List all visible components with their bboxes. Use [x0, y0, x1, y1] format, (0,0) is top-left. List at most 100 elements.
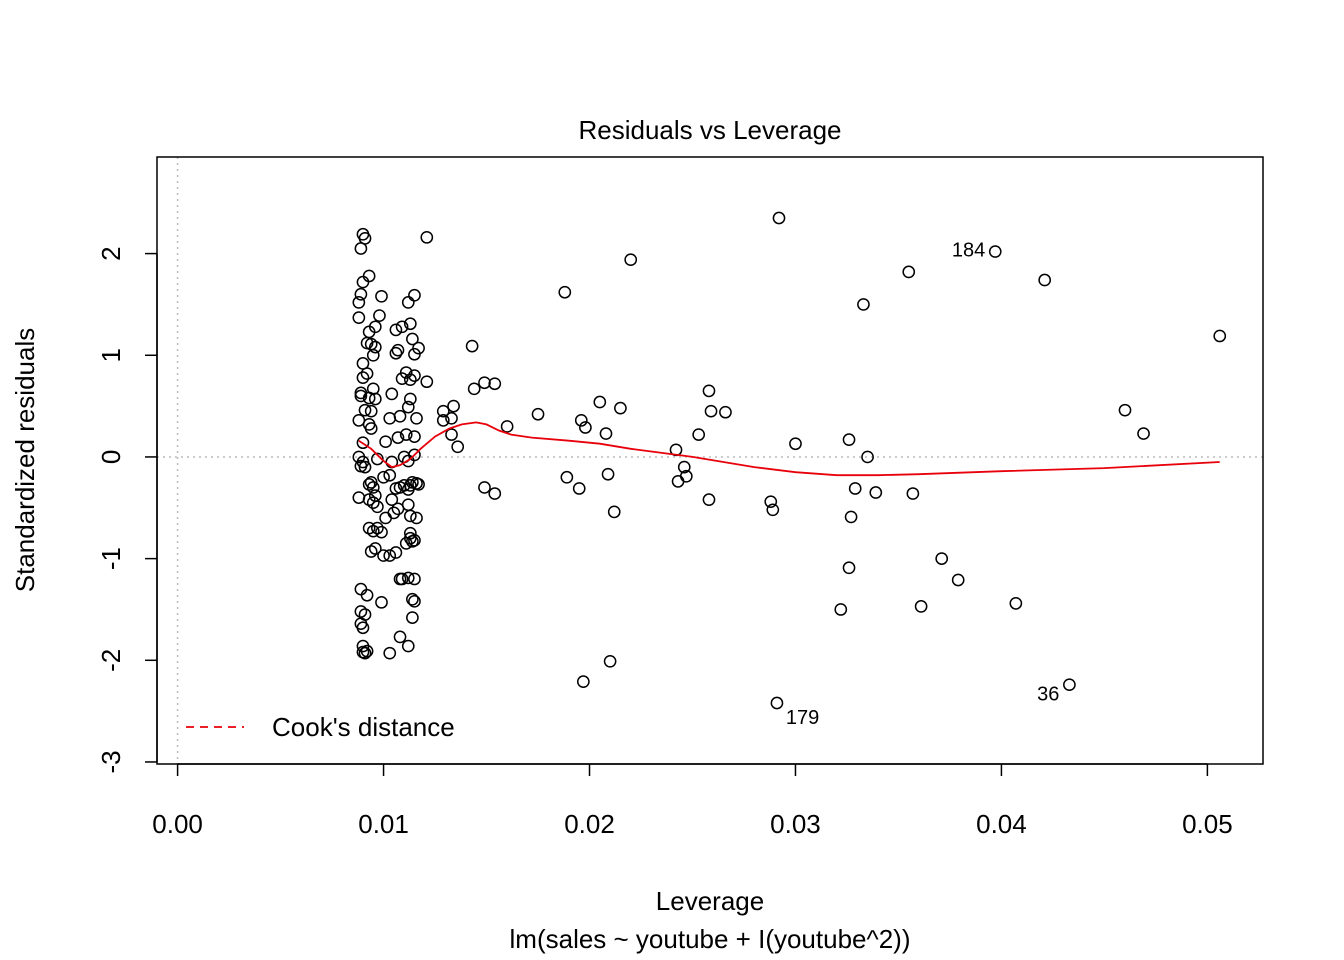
- point-label: 184: [952, 240, 985, 262]
- y-axis-label: Standardized residuals: [10, 328, 40, 593]
- data-point: [356, 436, 370, 450]
- data-point: [379, 435, 392, 449]
- data-point: [408, 572, 421, 586]
- loess-smooth-line: [358, 421, 1220, 477]
- data-point: [360, 367, 374, 380]
- data-point: [401, 296, 415, 309]
- data-point: [375, 289, 388, 303]
- data-point: [391, 431, 405, 444]
- data-point: [375, 525, 388, 539]
- data-point: [574, 413, 588, 427]
- data-point: [354, 605, 368, 618]
- data-point: [488, 377, 502, 391]
- data-point: [842, 561, 856, 575]
- x-tick-label: 0.03: [770, 809, 821, 839]
- data-point: [377, 549, 390, 562]
- point-labels: 184 179 36: [786, 240, 1059, 729]
- data-point: [607, 505, 621, 519]
- data-point: [358, 403, 372, 417]
- data-point: [403, 392, 417, 406]
- data-point: [593, 395, 607, 409]
- data-point: [403, 526, 417, 540]
- data-point: [397, 479, 411, 492]
- data-point: [772, 211, 786, 225]
- data-point: [391, 343, 405, 357]
- data-point: [1213, 329, 1227, 343]
- data-points: [352, 211, 1227, 710]
- data-point: [383, 646, 397, 660]
- data-point: [410, 511, 423, 525]
- data-point: [764, 495, 778, 509]
- data-point: [401, 571, 415, 585]
- data-point: [368, 542, 382, 555]
- data-point: [354, 287, 368, 301]
- x-tick-label: 0.01: [358, 809, 409, 839]
- data-point: [389, 346, 403, 360]
- legend: Cook's distance: [186, 712, 455, 742]
- data-point: [366, 496, 380, 510]
- data-point: [408, 369, 421, 382]
- data-point: [770, 696, 784, 710]
- data-point: [371, 500, 384, 514]
- data-point: [399, 366, 413, 379]
- x-axis: 0.00 0.01 0.02 0.03 0.04 0.05: [152, 763, 1233, 839]
- data-point: [1038, 273, 1052, 287]
- data-point: [844, 510, 858, 524]
- data-point: [488, 487, 502, 500]
- data-point: [406, 611, 419, 624]
- data-point: [403, 509, 417, 523]
- y-axis: -3 -2 -1 0 1 2: [96, 246, 158, 774]
- data-point: [478, 481, 491, 494]
- data-point: [362, 493, 376, 506]
- data-point: [362, 391, 376, 405]
- data-point: [358, 460, 372, 474]
- y-tick-label: -2: [96, 649, 126, 672]
- data-point: [445, 411, 458, 425]
- data-point: [704, 404, 718, 418]
- data-point: [393, 409, 407, 423]
- data-point: [360, 644, 374, 658]
- data-point: [368, 340, 382, 354]
- data-point: [406, 592, 419, 606]
- data-point: [951, 573, 965, 587]
- data-point: [902, 265, 916, 279]
- data-point: [789, 437, 802, 451]
- chart-title: Residuals vs Leverage: [578, 115, 841, 145]
- data-point: [408, 533, 421, 547]
- data-point: [692, 428, 706, 441]
- data-point: [358, 231, 372, 245]
- data-point: [614, 401, 627, 415]
- data-point: [465, 339, 479, 353]
- data-point: [579, 421, 592, 434]
- data-point: [1118, 403, 1132, 417]
- data-point: [375, 595, 388, 609]
- y-tick-label: 2: [96, 246, 126, 260]
- data-point: [362, 325, 376, 339]
- data-point: [354, 389, 368, 403]
- data-point: [467, 382, 481, 396]
- data-point: [1137, 427, 1150, 440]
- data-point: [702, 384, 716, 398]
- data-point: [935, 552, 949, 565]
- data-point: [601, 467, 615, 481]
- data-point: [408, 288, 421, 302]
- data-point: [572, 482, 586, 495]
- data-point: [436, 413, 450, 427]
- data-point: [988, 245, 1002, 258]
- data-point: [436, 404, 450, 418]
- point-label: 179: [786, 707, 819, 729]
- data-point: [364, 422, 378, 435]
- data-point: [368, 392, 382, 406]
- data-point: [383, 468, 397, 482]
- data-point: [366, 524, 380, 538]
- data-point: [834, 603, 848, 616]
- model-formula-subtitle: lm(sales ~ youtube + I(youtube^2)): [510, 924, 911, 954]
- data-point: [385, 493, 399, 506]
- data-point: [445, 428, 458, 441]
- data-point: [377, 470, 390, 484]
- x-tick-label: 0.05: [1182, 809, 1233, 839]
- data-point: [906, 487, 920, 500]
- data-point: [1009, 597, 1023, 610]
- data-point: [478, 376, 491, 390]
